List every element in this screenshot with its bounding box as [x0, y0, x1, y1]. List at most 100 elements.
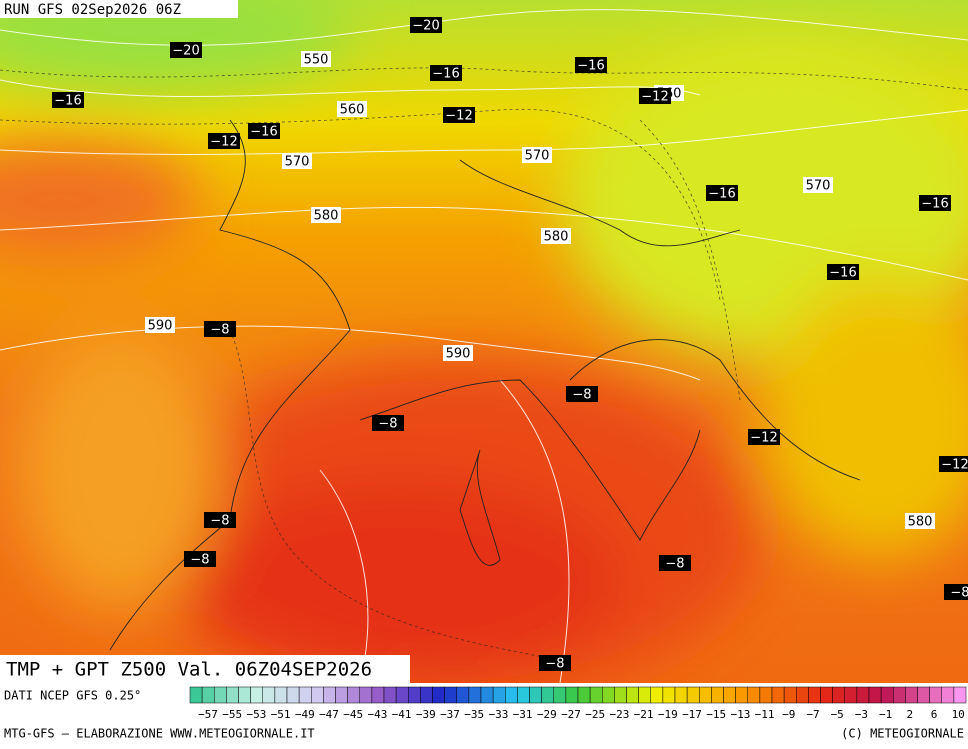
- colorbar-swatch: [662, 686, 676, 704]
- temp-label-box: [639, 88, 671, 104]
- colorbar-swatch: [432, 686, 445, 704]
- temp-label-box: [410, 17, 442, 33]
- colorbar-swatch: [771, 686, 785, 704]
- colorbar-label: −7: [806, 708, 819, 721]
- colorbar-swatch: [456, 686, 470, 704]
- colorbar-label: −3: [855, 708, 868, 721]
- temp-label-box: [170, 42, 202, 58]
- colorbar-swatch: [201, 686, 215, 704]
- temp-label: −20: [172, 44, 199, 59]
- temp-label-box: [372, 415, 404, 431]
- colorbar-swatch: [723, 686, 736, 704]
- colorbar-label: −51: [271, 708, 291, 721]
- colorbar-swatch: [711, 686, 724, 704]
- temp-label: −8: [545, 657, 564, 672]
- height-label: 580: [314, 209, 339, 224]
- colorbar-swatch: [796, 686, 809, 704]
- temp-label-box: [919, 195, 951, 211]
- colorbar-label: −47: [319, 708, 339, 721]
- colorbar-swatch: [602, 686, 615, 704]
- temp-label: −8: [572, 388, 591, 403]
- temp-label-box: [184, 551, 216, 567]
- temp-label: −12: [941, 458, 968, 473]
- colorbar-swatch: [880, 686, 894, 704]
- temp-label-box: [52, 92, 84, 108]
- colorbar-swatch: [808, 686, 821, 704]
- colorbar-label: −37: [440, 708, 460, 721]
- temp-label-box: [939, 456, 968, 472]
- height-label-box: [337, 101, 367, 117]
- colorbar-swatch: [226, 686, 239, 704]
- height-label: 570: [806, 179, 831, 194]
- colorbar-swatch: [589, 686, 603, 704]
- colorbar-swatch: [383, 686, 397, 704]
- colorbar-label: −43: [367, 708, 387, 721]
- colorbar-swatch: [820, 686, 833, 704]
- colorbar-swatch: [674, 686, 688, 704]
- temp-label: −8: [378, 417, 397, 432]
- colorbar-label: −33: [488, 708, 508, 721]
- colorbar-label: −41: [392, 708, 412, 721]
- colorbar-label: −55: [222, 708, 242, 721]
- height-label: 560: [340, 103, 365, 118]
- colorbar-label: −49: [295, 708, 315, 721]
- colorbar-swatch: [929, 686, 942, 704]
- temp-label-box: [944, 584, 968, 600]
- temp-label: −20: [412, 19, 439, 34]
- colorbar-swatch: [444, 686, 457, 704]
- colorbar-label: −39: [416, 708, 436, 721]
- colorbar-swatch: [311, 686, 324, 704]
- colorbar-label: 10: [952, 708, 965, 721]
- colorbar-swatch: [468, 686, 482, 704]
- height-label-box: [443, 345, 473, 361]
- colorbar-swatch: [953, 686, 967, 704]
- colorbar-label: −45: [343, 708, 363, 721]
- temp-label-box: [204, 512, 236, 528]
- temp-label-box: [566, 386, 598, 402]
- temp-label-box: [539, 655, 571, 671]
- colorbar-swatch: [492, 686, 506, 704]
- temp-label: −12: [750, 431, 777, 446]
- colorbar-swatch: [250, 686, 263, 704]
- colorbar-swatch: [565, 686, 579, 704]
- colorbar-swatch: [505, 686, 518, 704]
- colorbar-swatch: [747, 686, 761, 704]
- colorbar-swatch: [905, 686, 918, 704]
- temp-label: −16: [432, 67, 459, 82]
- height-label: 590: [148, 319, 173, 334]
- colorbar-swatch: [298, 686, 312, 704]
- height-label-box: [905, 513, 935, 529]
- colorbar-label: −35: [464, 708, 484, 721]
- colorbar-swatch: [893, 686, 906, 704]
- height-label: 590: [446, 347, 471, 362]
- colorbar-swatch: [699, 686, 712, 704]
- colorbar-swatch: [686, 686, 700, 704]
- colorbar-label: 6: [931, 708, 938, 721]
- temp-label-box: [430, 65, 462, 81]
- colorbar-swatch: [529, 686, 542, 704]
- colorbar-swatch: [480, 686, 494, 704]
- colorbar-label: −11: [755, 708, 775, 721]
- temp-label-box: [575, 57, 607, 73]
- colorbar-label: −17: [682, 708, 702, 721]
- temp-label: −8: [665, 557, 684, 572]
- colorbar-swatch: [347, 686, 360, 704]
- temp-label: −16: [829, 266, 856, 281]
- colorbar-swatch: [614, 686, 627, 704]
- height-label: 570: [285, 155, 310, 170]
- colorbar-swatch: [844, 686, 858, 704]
- temp-label: −12: [445, 109, 472, 124]
- colorbar-swatch: [262, 686, 276, 704]
- colorbar-swatch: [408, 686, 421, 704]
- colorbar-swatch: [553, 686, 567, 704]
- colorbar-label: −21: [634, 708, 654, 721]
- temp-label-box: [208, 133, 240, 149]
- height-label: 580: [544, 230, 569, 245]
- temp-label-box: [827, 264, 859, 280]
- title-box: [0, 655, 410, 683]
- colorbar-label: 2: [906, 708, 913, 721]
- colorbar-swatch: [856, 686, 870, 704]
- height-label-box: [311, 207, 341, 223]
- colorbar-label: −57: [198, 708, 218, 721]
- colorbar-label: −53: [246, 708, 266, 721]
